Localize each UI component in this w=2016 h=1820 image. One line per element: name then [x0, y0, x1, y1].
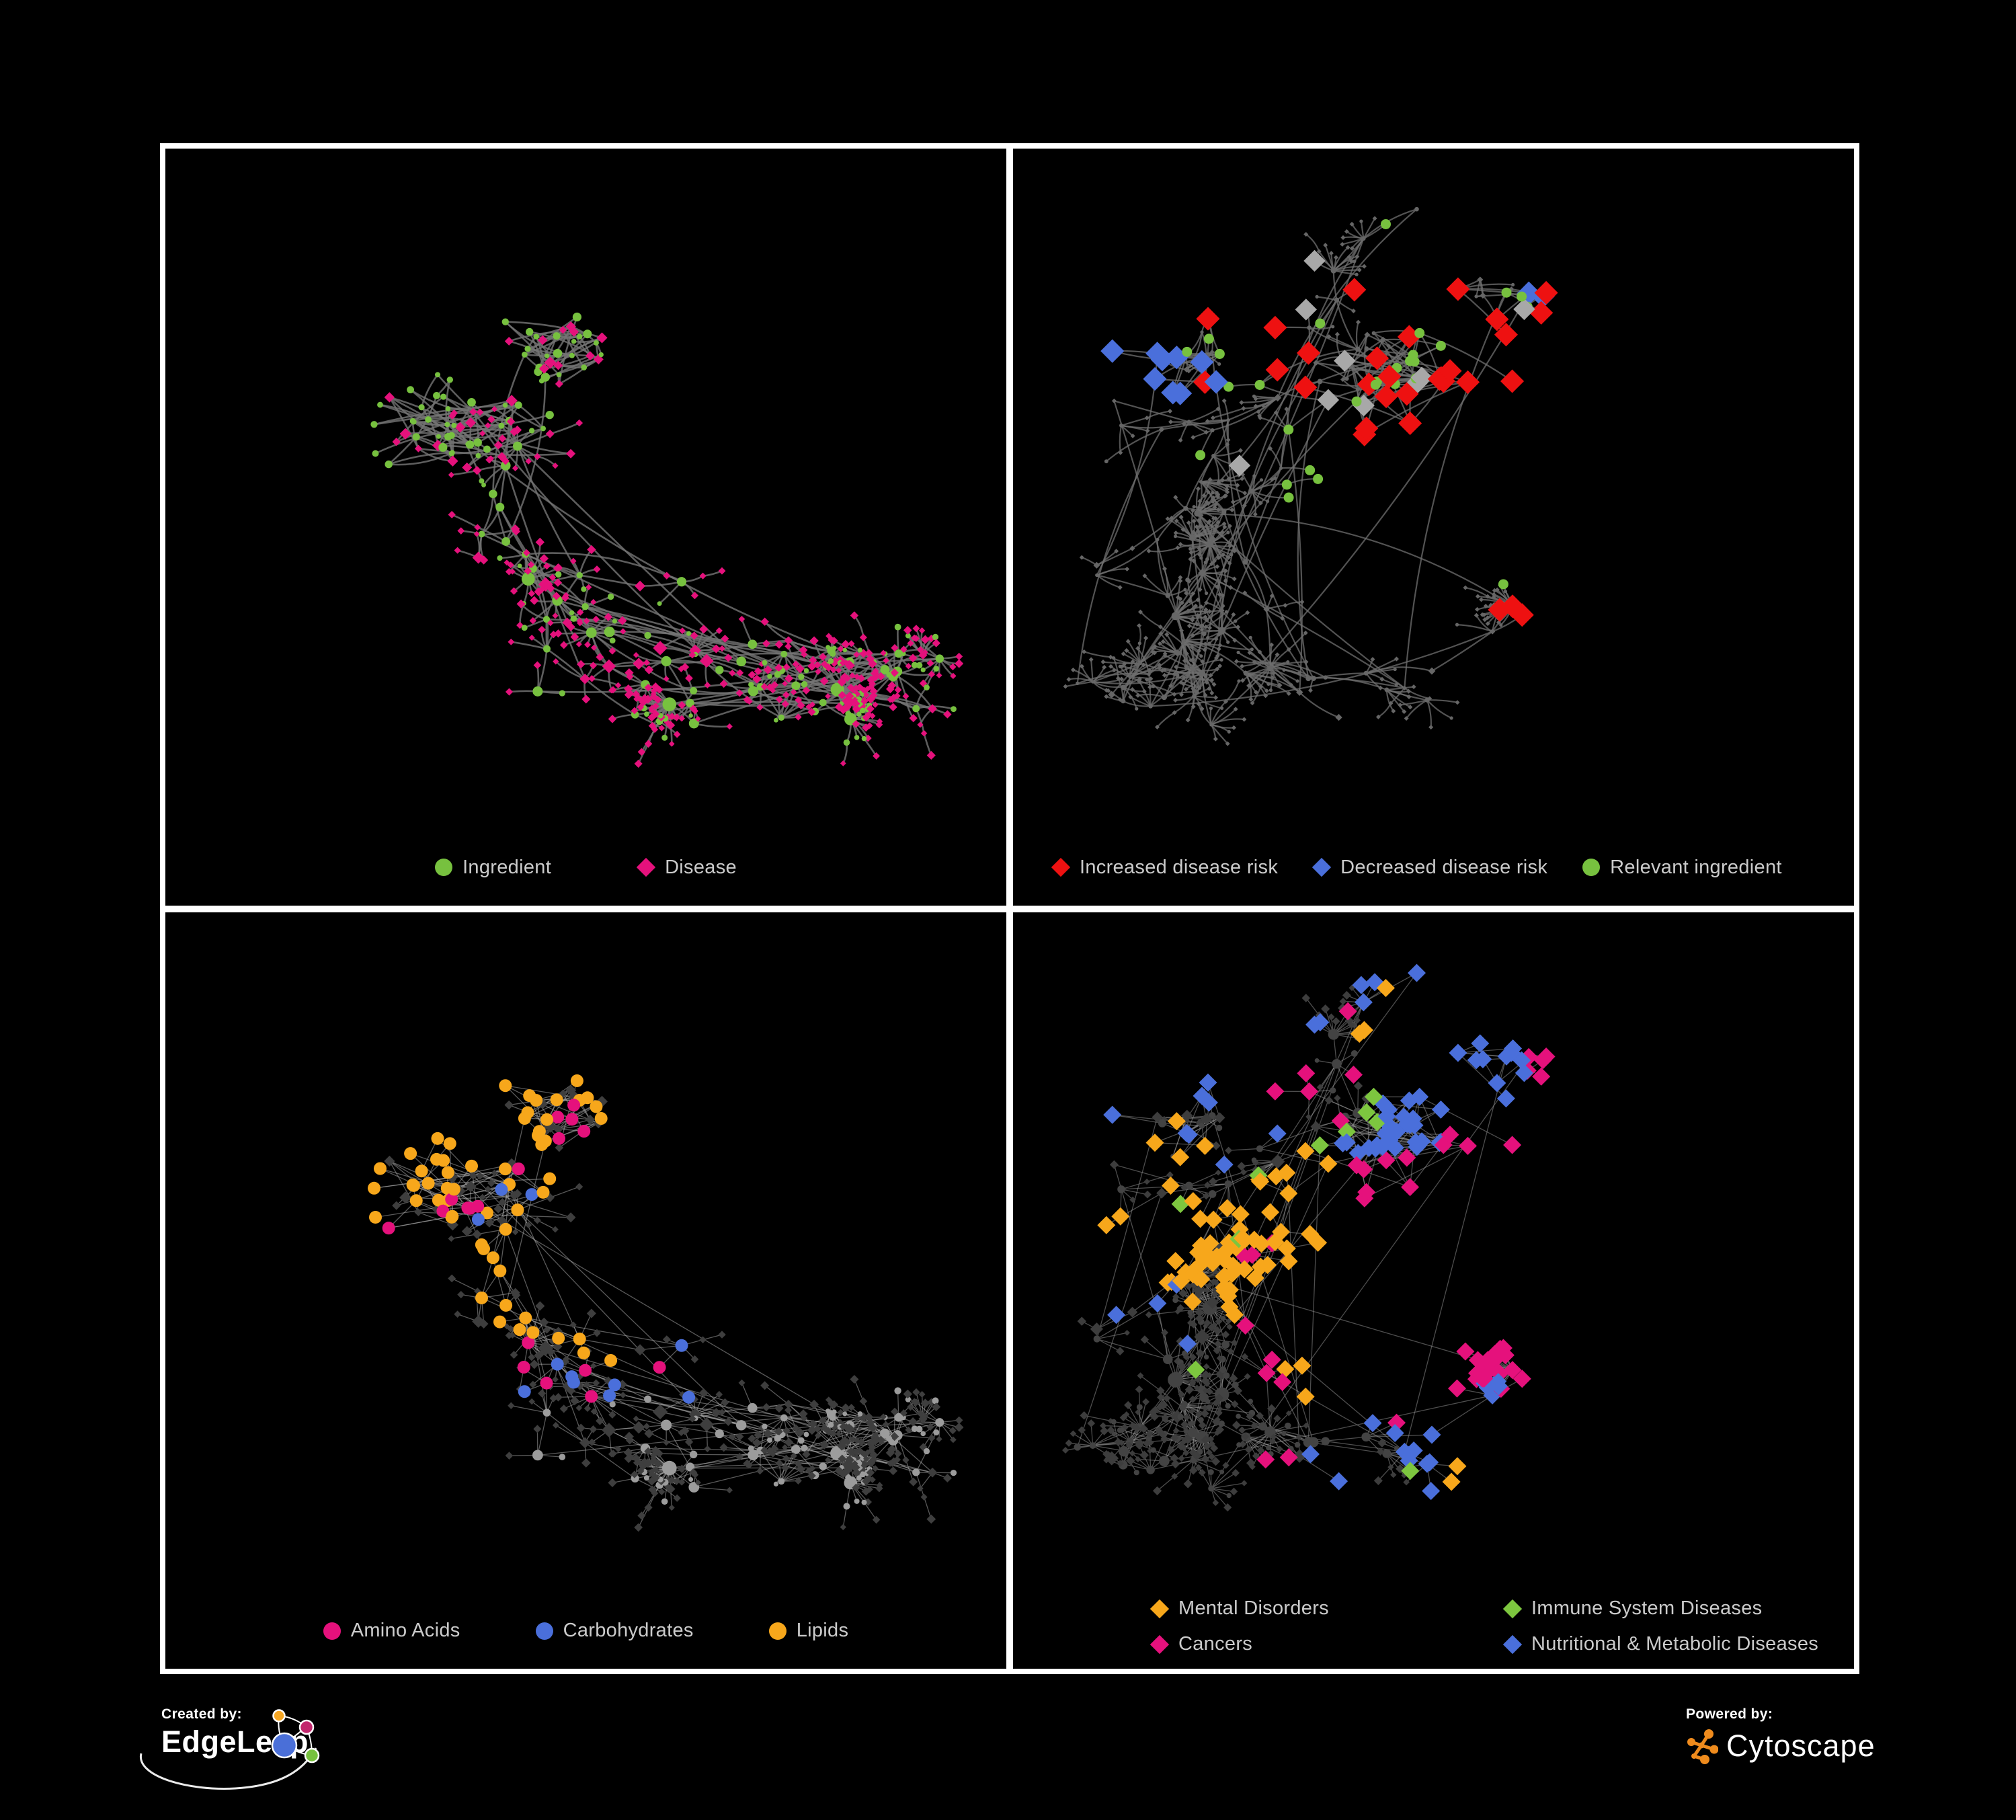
panel-disease-risk: Increased disease risk Decreased disease …	[1013, 149, 1854, 906]
legend-item: Nutritional & Metabolic Diseases	[1502, 1633, 1819, 1655]
edgeleap-logo-icon	[140, 1709, 320, 1790]
edgeleap-brand: Created by: EdgeLeap	[140, 1706, 363, 1817]
legend-label: Amino Acids	[350, 1620, 460, 1641]
legend-label: Increased disease risk	[1080, 856, 1279, 878]
legend-item: Increased disease risk	[1051, 856, 1279, 879]
legend-diamond-marker-icon	[1502, 1599, 1523, 1618]
legend-circle-marker-icon	[768, 1622, 787, 1640]
legend-item: Decreased disease risk	[1312, 856, 1548, 879]
legend-item: Carbohydrates	[535, 1620, 694, 1642]
panel-macronutrients: Amino Acids Carbohydrates Lipids	[165, 912, 1006, 1669]
legend-diamond-marker-icon	[1312, 857, 1332, 877]
legend-label: Nutritional & Metabolic Diseases	[1531, 1633, 1819, 1655]
legend-circle-marker-icon	[435, 859, 453, 876]
legend-diamond-marker-icon	[1150, 1599, 1170, 1618]
figure-footer: Created by: EdgeLeap Powered by:	[0, 1674, 2016, 1820]
panel-legend: Mental Disorders Immune System Diseases Ca…	[1150, 1597, 1819, 1655]
legend-item: Amino Acids	[323, 1620, 460, 1642]
panel-disease-categories: Mental Disorders Immune System Diseases Ca…	[1013, 912, 1854, 1669]
legend-item: Ingredient	[435, 857, 551, 879]
legend-item: Cancers	[1150, 1633, 1504, 1655]
legend-diamond-marker-icon	[636, 857, 656, 877]
legend-label: Lipids	[796, 1620, 849, 1641]
panel-legend: Ingredient Disease	[165, 857, 1006, 879]
cytoscape-wordmark: Cytoscape	[1726, 1729, 1876, 1763]
network-graph-disease-risk	[1063, 206, 1558, 746]
legend-label: Relevant ingredient	[1610, 856, 1782, 878]
legend-diamond-marker-icon	[1051, 857, 1071, 877]
legend-diamond-marker-icon	[1502, 1634, 1523, 1654]
legend-label: Cancers	[1178, 1633, 1253, 1655]
network-graph-macronutrients	[368, 1074, 964, 1532]
network-graph-ingredient-disease	[370, 312, 964, 768]
panel-legend: Amino Acids Carbohydrates Lipids	[165, 1620, 1006, 1642]
powered-by-label: Powered by:	[1686, 1706, 1773, 1722]
legend-circle-marker-icon	[535, 1622, 553, 1640]
cytoscape-brand: Powered by:	[1686, 1706, 1914, 1807]
panel-legend: Increased disease risk Decreased disease …	[1013, 857, 1854, 879]
cytoscape-logo-icon	[1687, 1729, 1718, 1764]
legend-diamond-marker-icon	[1150, 1634, 1170, 1654]
legend-label: Decreased disease risk	[1340, 856, 1548, 878]
edgeleap-wordmark: EdgeLeap	[161, 1725, 309, 1759]
legend-item: Immune System Diseases	[1502, 1597, 1818, 1620]
legend-item: Disease	[636, 856, 737, 879]
created-by-label: Created by:	[161, 1706, 242, 1722]
legend-item: Lipids	[768, 1620, 849, 1642]
legend-circle-marker-icon	[323, 1622, 341, 1640]
figure-grid: Ingredient Disease Increased disease risk…	[160, 143, 1859, 1674]
legend-label: Ingredient	[462, 856, 552, 878]
legend-label: Mental Disorders	[1178, 1597, 1329, 1619]
network-graph-disease-categories	[1062, 963, 1556, 1511]
legend-label: Disease	[665, 856, 737, 878]
legend-circle-marker-icon	[1582, 859, 1601, 876]
legend-label: Immune System Diseases	[1531, 1597, 1763, 1619]
legend-item: Mental Disorders	[1150, 1597, 1504, 1620]
legend-label: Carbohydrates	[563, 1620, 694, 1641]
panel-ingredient-disease: Ingredient Disease	[165, 149, 1006, 906]
legend-item: Relevant ingredient	[1582, 857, 1782, 879]
